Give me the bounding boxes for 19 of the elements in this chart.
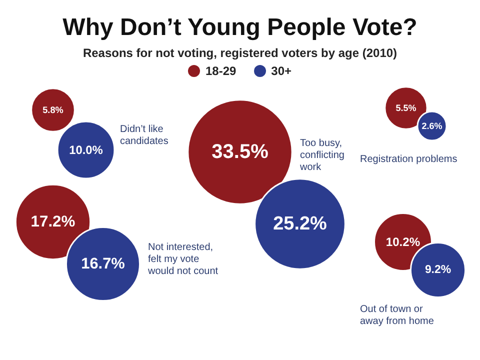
category-label: Too busy, conflicting work bbox=[300, 138, 344, 174]
data-label: 16.7% bbox=[81, 256, 126, 272]
data-label: 33.5% bbox=[212, 141, 269, 163]
legend-label: 18-29 bbox=[204, 64, 236, 78]
category-label: Out of town or away from home bbox=[360, 304, 434, 328]
data-label: 10.2% bbox=[386, 235, 420, 249]
data-label: 5.8% bbox=[42, 105, 64, 115]
category-label: Not interested, felt my vote would not count bbox=[148, 242, 218, 278]
data-label: 9.2% bbox=[424, 264, 452, 276]
data-label: 17.2% bbox=[30, 214, 76, 230]
text: Why Don’t Young People Vote? bbox=[62, 13, 418, 42]
category-label: Didn’t like candidates bbox=[120, 124, 168, 148]
data-label: 5.5% bbox=[396, 103, 416, 113]
data-label: 2.6% bbox=[422, 121, 442, 131]
legend-label: 30+ bbox=[270, 64, 292, 78]
category-label: Registration problems bbox=[360, 154, 458, 166]
text: Reasons for not voting, registered voters by age (2010) bbox=[82, 46, 398, 60]
data-label: 10.0% bbox=[69, 143, 104, 157]
data-label: 25.2% bbox=[273, 214, 328, 234]
